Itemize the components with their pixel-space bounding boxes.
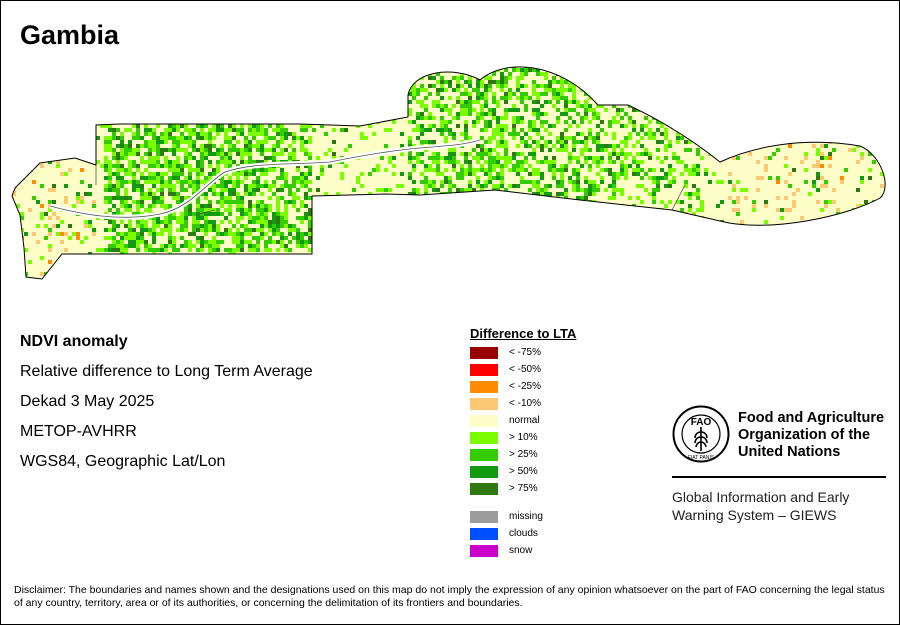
legend-label: < -25% [509,381,541,392]
legend-label: < -10% [509,398,541,409]
legend-title: Difference to LTA [470,326,577,341]
description-label: Relative difference to Long Term Average [20,363,313,380]
map-title: Gambia [20,20,120,50]
legend-swatch [470,364,498,376]
legend-label: snow [509,545,533,556]
legend-label: clouds [509,528,538,539]
legend-label: missing [509,511,543,522]
admin-boundaries [95,165,686,220]
legend-swatch [470,511,498,523]
legend-label: > 10% [509,432,538,443]
legend-swatch [470,347,498,359]
sensor-label: METOP-AVHRR [20,423,137,440]
divider [672,476,886,478]
fao-name-line: Food and Agriculture [738,410,885,426]
disclaimer: Disclaimer: The boundaries and names sho… [14,584,885,609]
legend-label: > 75% [509,483,538,494]
projection-label: WGS84, Geographic Lat/Lon [20,453,226,470]
legend-label: > 25% [509,449,538,460]
giews-line: Warning System – GIEWS [672,507,837,523]
period-label: Dekad 3 May 2025 [20,393,155,410]
logo-motto: FIAT PANIS [688,455,715,461]
fao-name-line: Organization of the [738,427,871,443]
gambia-ndvi-map [11,66,886,280]
legend-swatch [470,449,498,461]
logo-text: FAO [691,417,712,428]
legend-swatch [470,483,498,495]
legend-swatch [470,528,498,540]
legend-swatch [470,398,498,410]
legend-swatch [470,415,498,427]
legend-swatch [470,432,498,444]
fao-name-line: United Nations [738,444,841,460]
country-outline [11,66,886,280]
legend-label: > 50% [509,466,538,477]
fao-name: Food and Agriculture Organization of the… [738,410,884,461]
fao-logo-icon: FAO FIAT PANIS [672,405,730,463]
river-bank-line [49,139,481,218]
legend-swatch [470,545,498,557]
legend-label: < -50% [509,364,541,375]
giews-line: Global Information and Early [672,489,850,505]
giews-label: Global Information and Early Warning Sys… [672,488,849,524]
legend-label: normal [509,415,540,426]
legend-label: < -75% [509,347,541,358]
legend-swatch [470,466,498,478]
product-label: NDVI anomaly [20,333,128,350]
legend-swatch [470,381,498,393]
